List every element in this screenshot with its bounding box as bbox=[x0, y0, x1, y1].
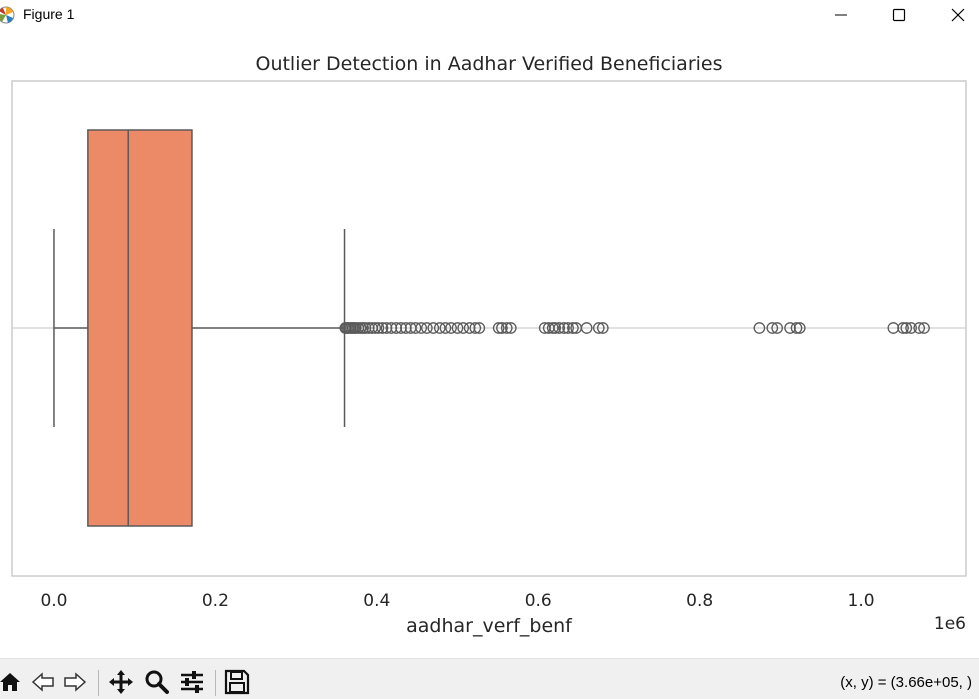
pan-button[interactable] bbox=[107, 668, 135, 696]
navigation-toolbar: (x, y) = (3.66e+05, ) bbox=[0, 658, 979, 699]
minimize-icon bbox=[835, 14, 847, 16]
toolbar-separator bbox=[98, 670, 99, 696]
window-titlebar: Figure 1 bbox=[0, 0, 979, 30]
outlier-point bbox=[400, 322, 412, 334]
configure-subplots-button[interactable] bbox=[178, 668, 206, 696]
x-tick-label: 0.6 bbox=[525, 591, 552, 611]
outlier-point bbox=[567, 322, 579, 334]
close-button[interactable] bbox=[929, 0, 979, 30]
outlier-point bbox=[900, 322, 913, 334]
outlier-point bbox=[445, 322, 457, 334]
outlier-point bbox=[918, 322, 930, 334]
save-button[interactable] bbox=[223, 668, 251, 696]
outlier-point bbox=[592, 322, 605, 334]
outlier-point bbox=[558, 322, 570, 334]
x-tick-label: 0.8 bbox=[686, 591, 713, 611]
outlier-point bbox=[562, 322, 574, 334]
save-icon bbox=[224, 669, 250, 695]
outlier-point bbox=[496, 322, 508, 334]
zoom-button[interactable] bbox=[143, 668, 171, 696]
outlier-point bbox=[771, 322, 783, 334]
x-tick-label: 1.0 bbox=[848, 591, 875, 611]
forward-button[interactable] bbox=[61, 668, 89, 696]
outlier-point bbox=[421, 322, 433, 334]
outlier-point bbox=[504, 322, 517, 334]
pan-icon bbox=[109, 670, 133, 694]
boxplot-chart: Outlier Detection in Aadhar Verified Ben… bbox=[11, 53, 967, 637]
outlier-point bbox=[580, 322, 593, 334]
outlier-point bbox=[549, 322, 562, 334]
outlier-point bbox=[887, 322, 900, 334]
configure-subplots-icon bbox=[181, 671, 203, 693]
home-icon bbox=[0, 673, 20, 691]
cursor-coordinates: (x, y) = (3.66e+05, ) bbox=[840, 674, 972, 691]
maximize-icon bbox=[892, 8, 906, 22]
iqr-box bbox=[87, 129, 193, 527]
outlier-point bbox=[433, 322, 446, 334]
outlier-point bbox=[790, 322, 803, 334]
figure-canvas[interactable]: Outlier Detection in Aadhar Verified Ben… bbox=[0, 30, 979, 658]
offset-label: 1e6 bbox=[934, 614, 966, 634]
outlier-point bbox=[500, 322, 513, 334]
window-title: Figure 1 bbox=[23, 6, 75, 22]
x-tick-label: 0.4 bbox=[363, 591, 390, 611]
outlier-point bbox=[395, 322, 407, 334]
outlier-point bbox=[359, 322, 372, 334]
x-tick-label: 0.0 bbox=[40, 591, 67, 611]
chart-title: Outlier Detection in Aadhar Verified Ben… bbox=[255, 53, 722, 75]
outlier-point bbox=[753, 322, 766, 334]
forward-icon bbox=[64, 672, 87, 692]
outlier-point bbox=[766, 322, 779, 334]
outlier-point bbox=[439, 322, 452, 334]
outlier-point bbox=[415, 322, 428, 334]
outlier-point bbox=[463, 322, 476, 334]
close-icon bbox=[951, 8, 965, 22]
outlier-point bbox=[362, 322, 375, 334]
home-button[interactable] bbox=[0, 668, 24, 696]
outlier-point bbox=[376, 322, 389, 334]
minimize-button[interactable] bbox=[812, 0, 870, 30]
outlier-point bbox=[897, 322, 909, 334]
back-icon bbox=[31, 672, 54, 692]
matplotlib-logo-icon bbox=[0, 6, 15, 24]
outlier-point bbox=[905, 322, 917, 334]
outlier-point bbox=[369, 322, 382, 334]
outlier-point bbox=[451, 322, 464, 334]
zoom-icon bbox=[145, 670, 169, 694]
outlier-point bbox=[409, 322, 422, 334]
outlier-point bbox=[427, 322, 440, 334]
outlier-point bbox=[469, 322, 482, 334]
outlier-point bbox=[596, 322, 609, 334]
outlier-point bbox=[784, 322, 796, 334]
outlier-point bbox=[553, 322, 566, 334]
outlier-point bbox=[473, 322, 486, 334]
maximize-button[interactable] bbox=[870, 0, 928, 30]
outlier-point bbox=[390, 322, 403, 334]
outlier-point bbox=[492, 322, 505, 334]
outlier-point bbox=[372, 322, 385, 334]
outlier-point bbox=[457, 322, 470, 334]
x-axis-label: aadhar_verf_benf bbox=[406, 615, 573, 637]
back-button[interactable] bbox=[29, 668, 57, 696]
outlier-point bbox=[913, 322, 926, 334]
toolbar-separator bbox=[215, 670, 216, 696]
outlier-point bbox=[380, 322, 393, 334]
outlier-point bbox=[793, 322, 806, 334]
x-tick-label: 0.2 bbox=[202, 591, 229, 611]
outlier-point bbox=[385, 322, 398, 334]
